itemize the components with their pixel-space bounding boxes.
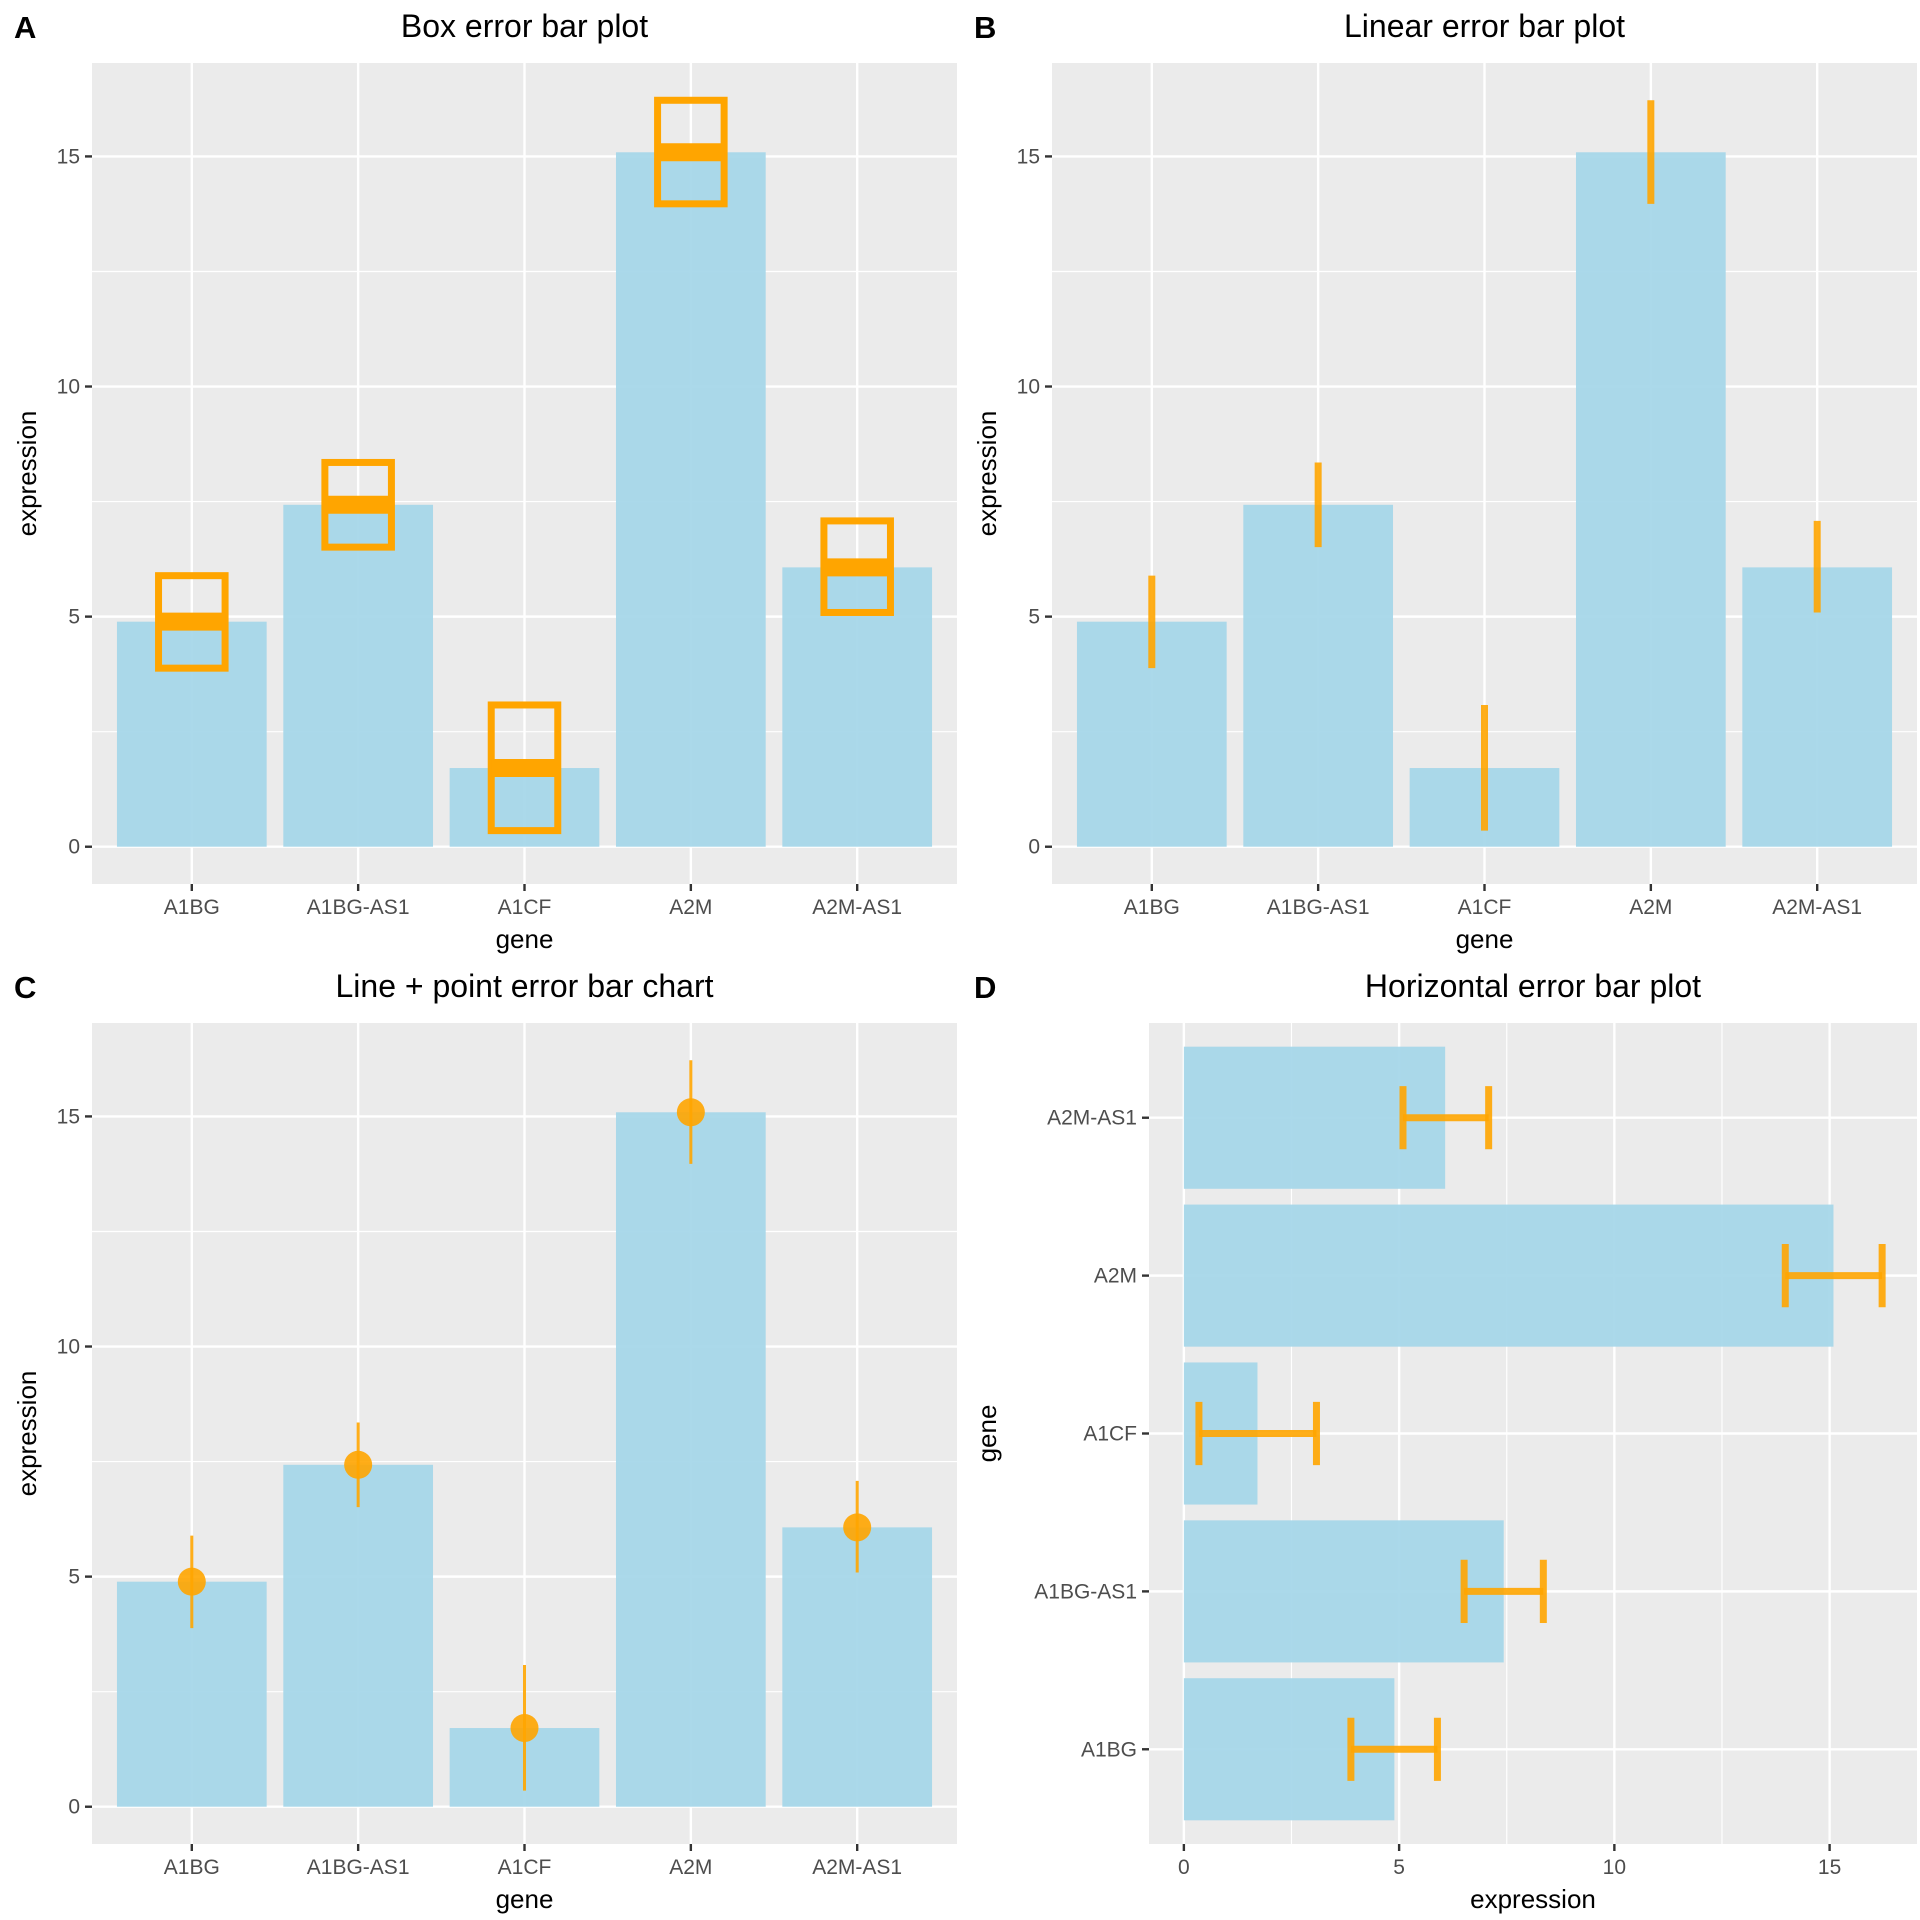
x-tick-label: 5 bbox=[1393, 1856, 1405, 1879]
x-tick-label: 15 bbox=[1818, 1856, 1841, 1879]
x-tick-label: A1BG bbox=[164, 896, 220, 919]
panel-d: D Horizontal error bar plot 0 5 10 15 A1BG A1… bbox=[960, 960, 1920, 1920]
panel-letter: A bbox=[14, 10, 37, 45]
x-tick-label: A1CF bbox=[498, 1856, 552, 1879]
y-tick-label: 5 bbox=[1028, 606, 1040, 629]
panel-b: B Linear error bar plot 0 5 10 15 A1BG A1BG-A… bbox=[960, 0, 1920, 960]
x-tick-label: A2M bbox=[669, 896, 712, 919]
y-tick-label: A1BG bbox=[1081, 1738, 1137, 1761]
x-tick-label: A1BG-AS1 bbox=[307, 896, 410, 919]
chart-b: 0 5 10 15 A1BG A1BG-AS1 A1CF A2M A2M-AS1 gene expr… bbox=[972, 63, 1917, 954]
bar-a2m bbox=[1575, 152, 1726, 847]
x-tick-label: 0 bbox=[1178, 1856, 1190, 1879]
y-tick-label: 0 bbox=[68, 1796, 80, 1819]
panel-c: C Line + point error bar chart 0 5 10 15 A1B… bbox=[0, 960, 960, 1920]
panel-title: Horizontal error bar plot bbox=[1364, 968, 1702, 1004]
y-tick-label: 0 bbox=[1028, 836, 1040, 859]
x-tick-label: A1CF bbox=[1458, 896, 1512, 919]
x-tick-label: A2M bbox=[669, 1856, 712, 1879]
y-axis-title: expression bbox=[12, 1371, 42, 1497]
x-tick-label: A2M-AS1 bbox=[1772, 896, 1862, 919]
bar-a1bg-as1 bbox=[1183, 1520, 1504, 1663]
y-tick-label: 10 bbox=[1017, 376, 1040, 399]
chart-d: 0 5 10 15 A1BG A1BG-AS1 A1CF A2M A2M-AS1 expressi… bbox=[972, 1023, 1917, 1914]
error-point bbox=[344, 1450, 373, 1479]
error-point bbox=[676, 1098, 705, 1127]
error-point bbox=[510, 1714, 539, 1743]
y-tick-label: 15 bbox=[1017, 145, 1040, 168]
y-axis-title: expression bbox=[972, 411, 1002, 537]
x-tick-label: A1BG-AS1 bbox=[307, 1856, 410, 1879]
chart-c: 0 5 10 15 A1BG A1BG-AS1 A1CF A2M A2M-AS1 gene expr… bbox=[12, 1023, 957, 1914]
x-axis-title: gene bbox=[496, 1884, 554, 1914]
y-tick-label: 15 bbox=[57, 1105, 80, 1128]
x-tick-label: A1BG bbox=[164, 1856, 220, 1879]
x-axis-title: gene bbox=[1456, 924, 1514, 954]
bar-a1bg-as1 bbox=[1243, 504, 1394, 847]
y-tick-label: 0 bbox=[68, 836, 80, 859]
x-axis-title: expression bbox=[1470, 1884, 1596, 1914]
bar-a1bg-as1 bbox=[283, 504, 434, 847]
bar-a2m bbox=[615, 152, 766, 847]
y-axis-title: expression bbox=[12, 411, 42, 537]
x-tick-label: A1CF bbox=[498, 896, 552, 919]
y-axis-title: gene bbox=[972, 1405, 1002, 1463]
panel-title: Line + point error bar chart bbox=[335, 968, 714, 1004]
x-tick-label: A2M bbox=[1629, 896, 1672, 919]
y-tick-label: A2M bbox=[1094, 1265, 1137, 1288]
x-tick-label: A1BG bbox=[1124, 896, 1180, 919]
x-axis-title: gene bbox=[496, 924, 554, 954]
panel-title: Box error bar plot bbox=[400, 8, 649, 44]
panel-letter: B bbox=[974, 10, 997, 45]
y-tick-label: 10 bbox=[57, 376, 80, 399]
panel-letter: D bbox=[974, 970, 997, 1005]
y-tick-label: 5 bbox=[68, 1566, 80, 1589]
bar-a2m bbox=[615, 1112, 766, 1807]
error-point bbox=[843, 1513, 872, 1542]
error-point bbox=[177, 1567, 206, 1596]
y-tick-label: A1CF bbox=[1083, 1423, 1137, 1446]
bar-a2m-as1 bbox=[782, 1527, 933, 1807]
bar-a1bg bbox=[116, 621, 267, 847]
y-tick-label: 10 bbox=[57, 1336, 80, 1359]
x-tick-label: A1BG-AS1 bbox=[1267, 896, 1370, 919]
chart-a: 0 5 10 15 A1BG A1BG-AS1 A1CF A2M A2M-AS1 gene expr… bbox=[12, 63, 957, 954]
panel-title: Linear error bar plot bbox=[1343, 8, 1626, 44]
x-tick-label: 10 bbox=[1603, 1856, 1626, 1879]
x-tick-label: A2M-AS1 bbox=[812, 896, 902, 919]
bar-a1bg-as1 bbox=[283, 1464, 434, 1807]
y-tick-label: A2M-AS1 bbox=[1047, 1107, 1137, 1130]
bar-a2m bbox=[1183, 1204, 1834, 1347]
y-tick-label: 15 bbox=[57, 145, 80, 168]
bar-a1cf bbox=[449, 768, 600, 847]
panel-letter: C bbox=[14, 970, 37, 1005]
y-tick-label: A1BG-AS1 bbox=[1034, 1580, 1137, 1603]
y-tick-label: 5 bbox=[68, 606, 80, 629]
bar-a2m-as1 bbox=[1742, 567, 1893, 847]
x-tick-label: A2M-AS1 bbox=[812, 1856, 902, 1879]
panel-a: A Box error bar plot 0 5 10 15 A1BG A1BG-AS1 A… bbox=[0, 0, 960, 960]
